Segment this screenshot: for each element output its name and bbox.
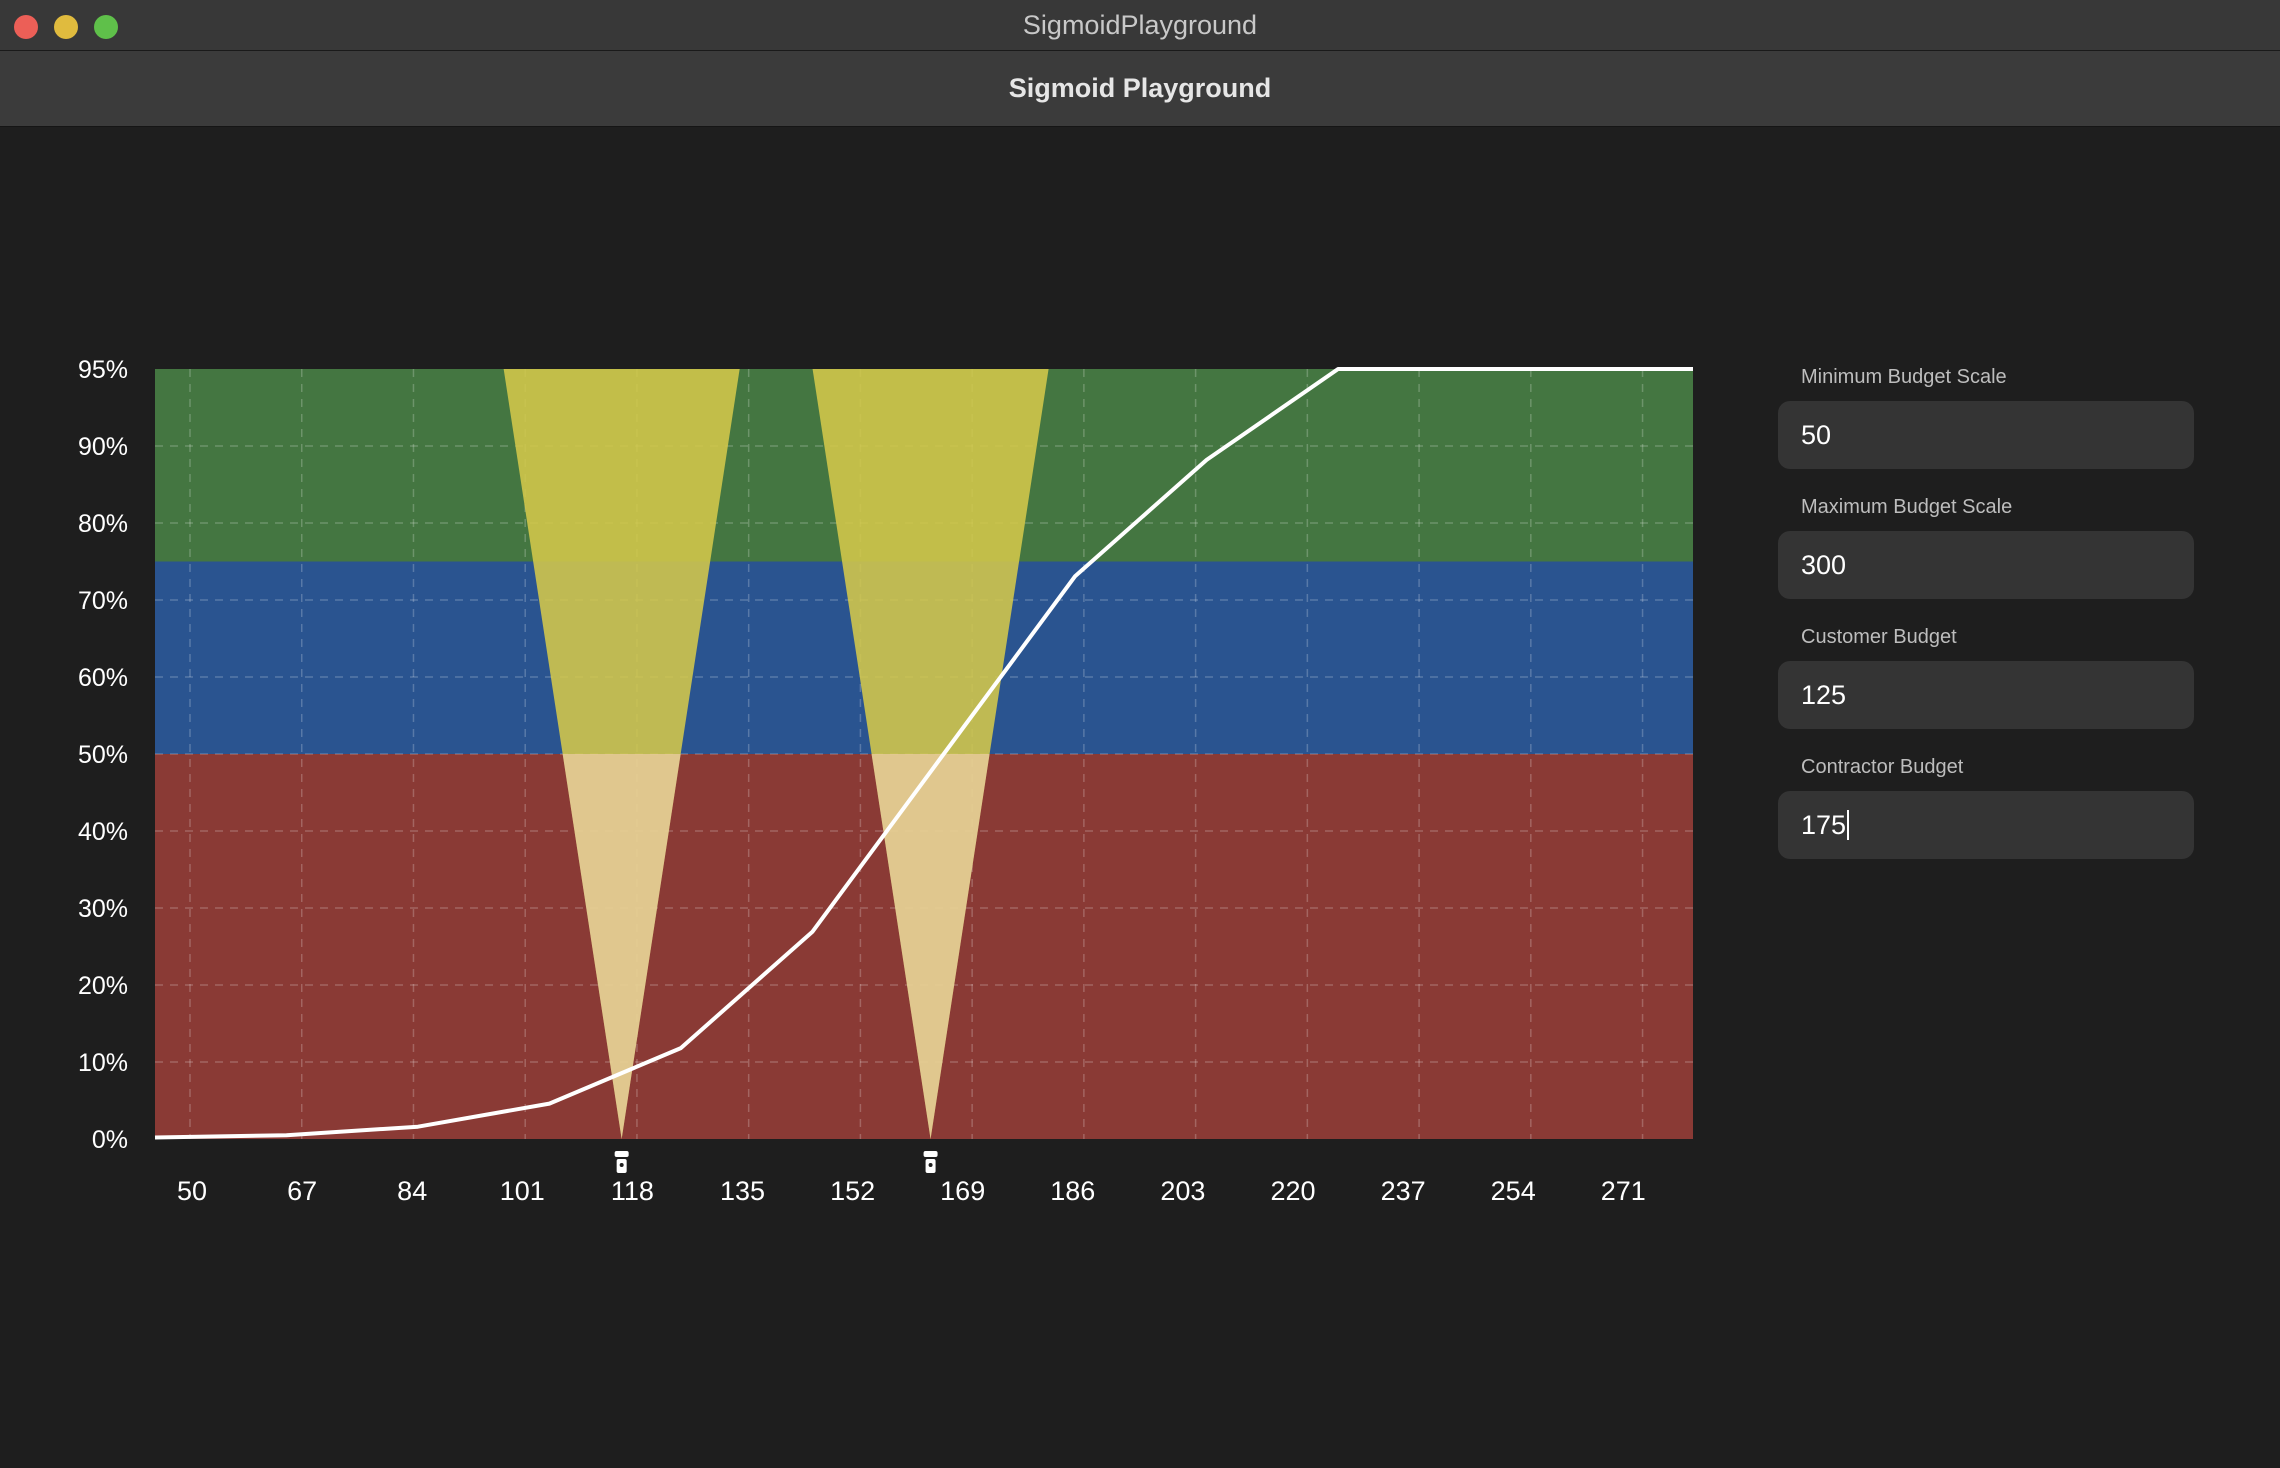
x-tick-label: 254: [1491, 1176, 1536, 1206]
x-tick-label: 67: [287, 1176, 317, 1206]
toolbar: Sigmoid Playground: [0, 51, 2280, 127]
contractor-budget-input[interactable]: 175: [1778, 791, 2194, 859]
x-tick-label: 50: [177, 1176, 207, 1206]
budget-markers: [503, 369, 1049, 1173]
customer-budget-input[interactable]: 125: [1778, 661, 2194, 729]
minimize-window-button[interactable]: [54, 15, 78, 39]
window-title: SigmoidPlayground: [1022, 9, 1258, 40]
y-tick-label: 50%: [78, 741, 128, 769]
min-budget-value: 50: [1801, 419, 1832, 450]
customer-budget-field: Customer Budget 125: [1778, 625, 2194, 729]
x-tick-label: 118: [611, 1176, 654, 1206]
x-tick-label: 101: [500, 1176, 545, 1206]
min-budget-input[interactable]: 50: [1778, 401, 2194, 469]
sigmoid-curve: [154, 367, 1693, 1140]
x-axis: 50 67 84 101 118 135 152 169 186 203 220 237 254 271: [177, 1176, 1646, 1206]
zoom-window-button[interactable]: [94, 15, 118, 39]
y-tick-label: 40%: [78, 818, 128, 846]
x-tick-label: 169: [940, 1176, 985, 1206]
x-tick-label: 271: [1601, 1176, 1646, 1206]
min-budget-field: Minimum Budget Scale 50: [1778, 365, 2194, 469]
x-tick-label: 203: [1160, 1176, 1205, 1206]
y-axis: 0% 10% 20% 30% 40% 50% 60% 70% 80% 90% 95%: [78, 356, 128, 1154]
y-tick-label: 30%: [78, 895, 128, 923]
customer-budget-label: Customer Budget: [1801, 626, 1957, 648]
customer-budget-value: 125: [1801, 679, 1847, 710]
max-budget-value: 300: [1801, 549, 1847, 580]
max-budget-label: Maximum Budget Scale: [1801, 496, 2013, 518]
contractor-budget-beam-glow: [871, 754, 990, 1139]
page-title: Sigmoid Playground: [1008, 73, 1272, 103]
y-tick-label: 10%: [78, 1049, 128, 1077]
close-window-button[interactable]: [14, 15, 38, 39]
y-tick-label: 80%: [78, 510, 128, 538]
y-tick-label: 70%: [78, 587, 128, 615]
settings-panel: Minimum Budget Scale 50 Maximum Budget S…: [1778, 365, 2194, 885]
min-budget-label: Minimum Budget Scale: [1801, 366, 2007, 388]
title-bar[interactable]: SigmoidPlayground: [0, 0, 2280, 51]
flashlight-icon[interactable]: [923, 1151, 938, 1173]
customer-budget-beam-glow: [562, 754, 681, 1139]
flashlight-icon[interactable]: [614, 1151, 629, 1173]
x-tick-label: 220: [1270, 1176, 1315, 1206]
contractor-budget-field: Contractor Budget 175: [1778, 755, 2194, 859]
x-tick-label: 152: [830, 1176, 875, 1206]
chart-series: [154, 367, 1693, 1140]
max-budget-input[interactable]: 300: [1778, 531, 2194, 599]
y-tick-label: 95%: [78, 356, 128, 384]
x-tick-label: 135: [720, 1176, 765, 1206]
x-tick-label: 186: [1050, 1176, 1095, 1206]
y-tick-label: 60%: [78, 664, 128, 692]
y-tick-label: 90%: [78, 433, 128, 461]
y-tick-label: 0%: [92, 1126, 128, 1154]
contractor-budget-value: 175: [1801, 809, 1847, 840]
contractor-budget-label: Contractor Budget: [1801, 756, 1964, 778]
y-tick-label: 20%: [78, 972, 128, 1000]
text-caret: [1847, 810, 1850, 840]
x-tick-label: 237: [1381, 1176, 1426, 1206]
x-tick-label: 84: [397, 1176, 427, 1206]
max-budget-field: Maximum Budget Scale 300: [1778, 495, 2194, 599]
